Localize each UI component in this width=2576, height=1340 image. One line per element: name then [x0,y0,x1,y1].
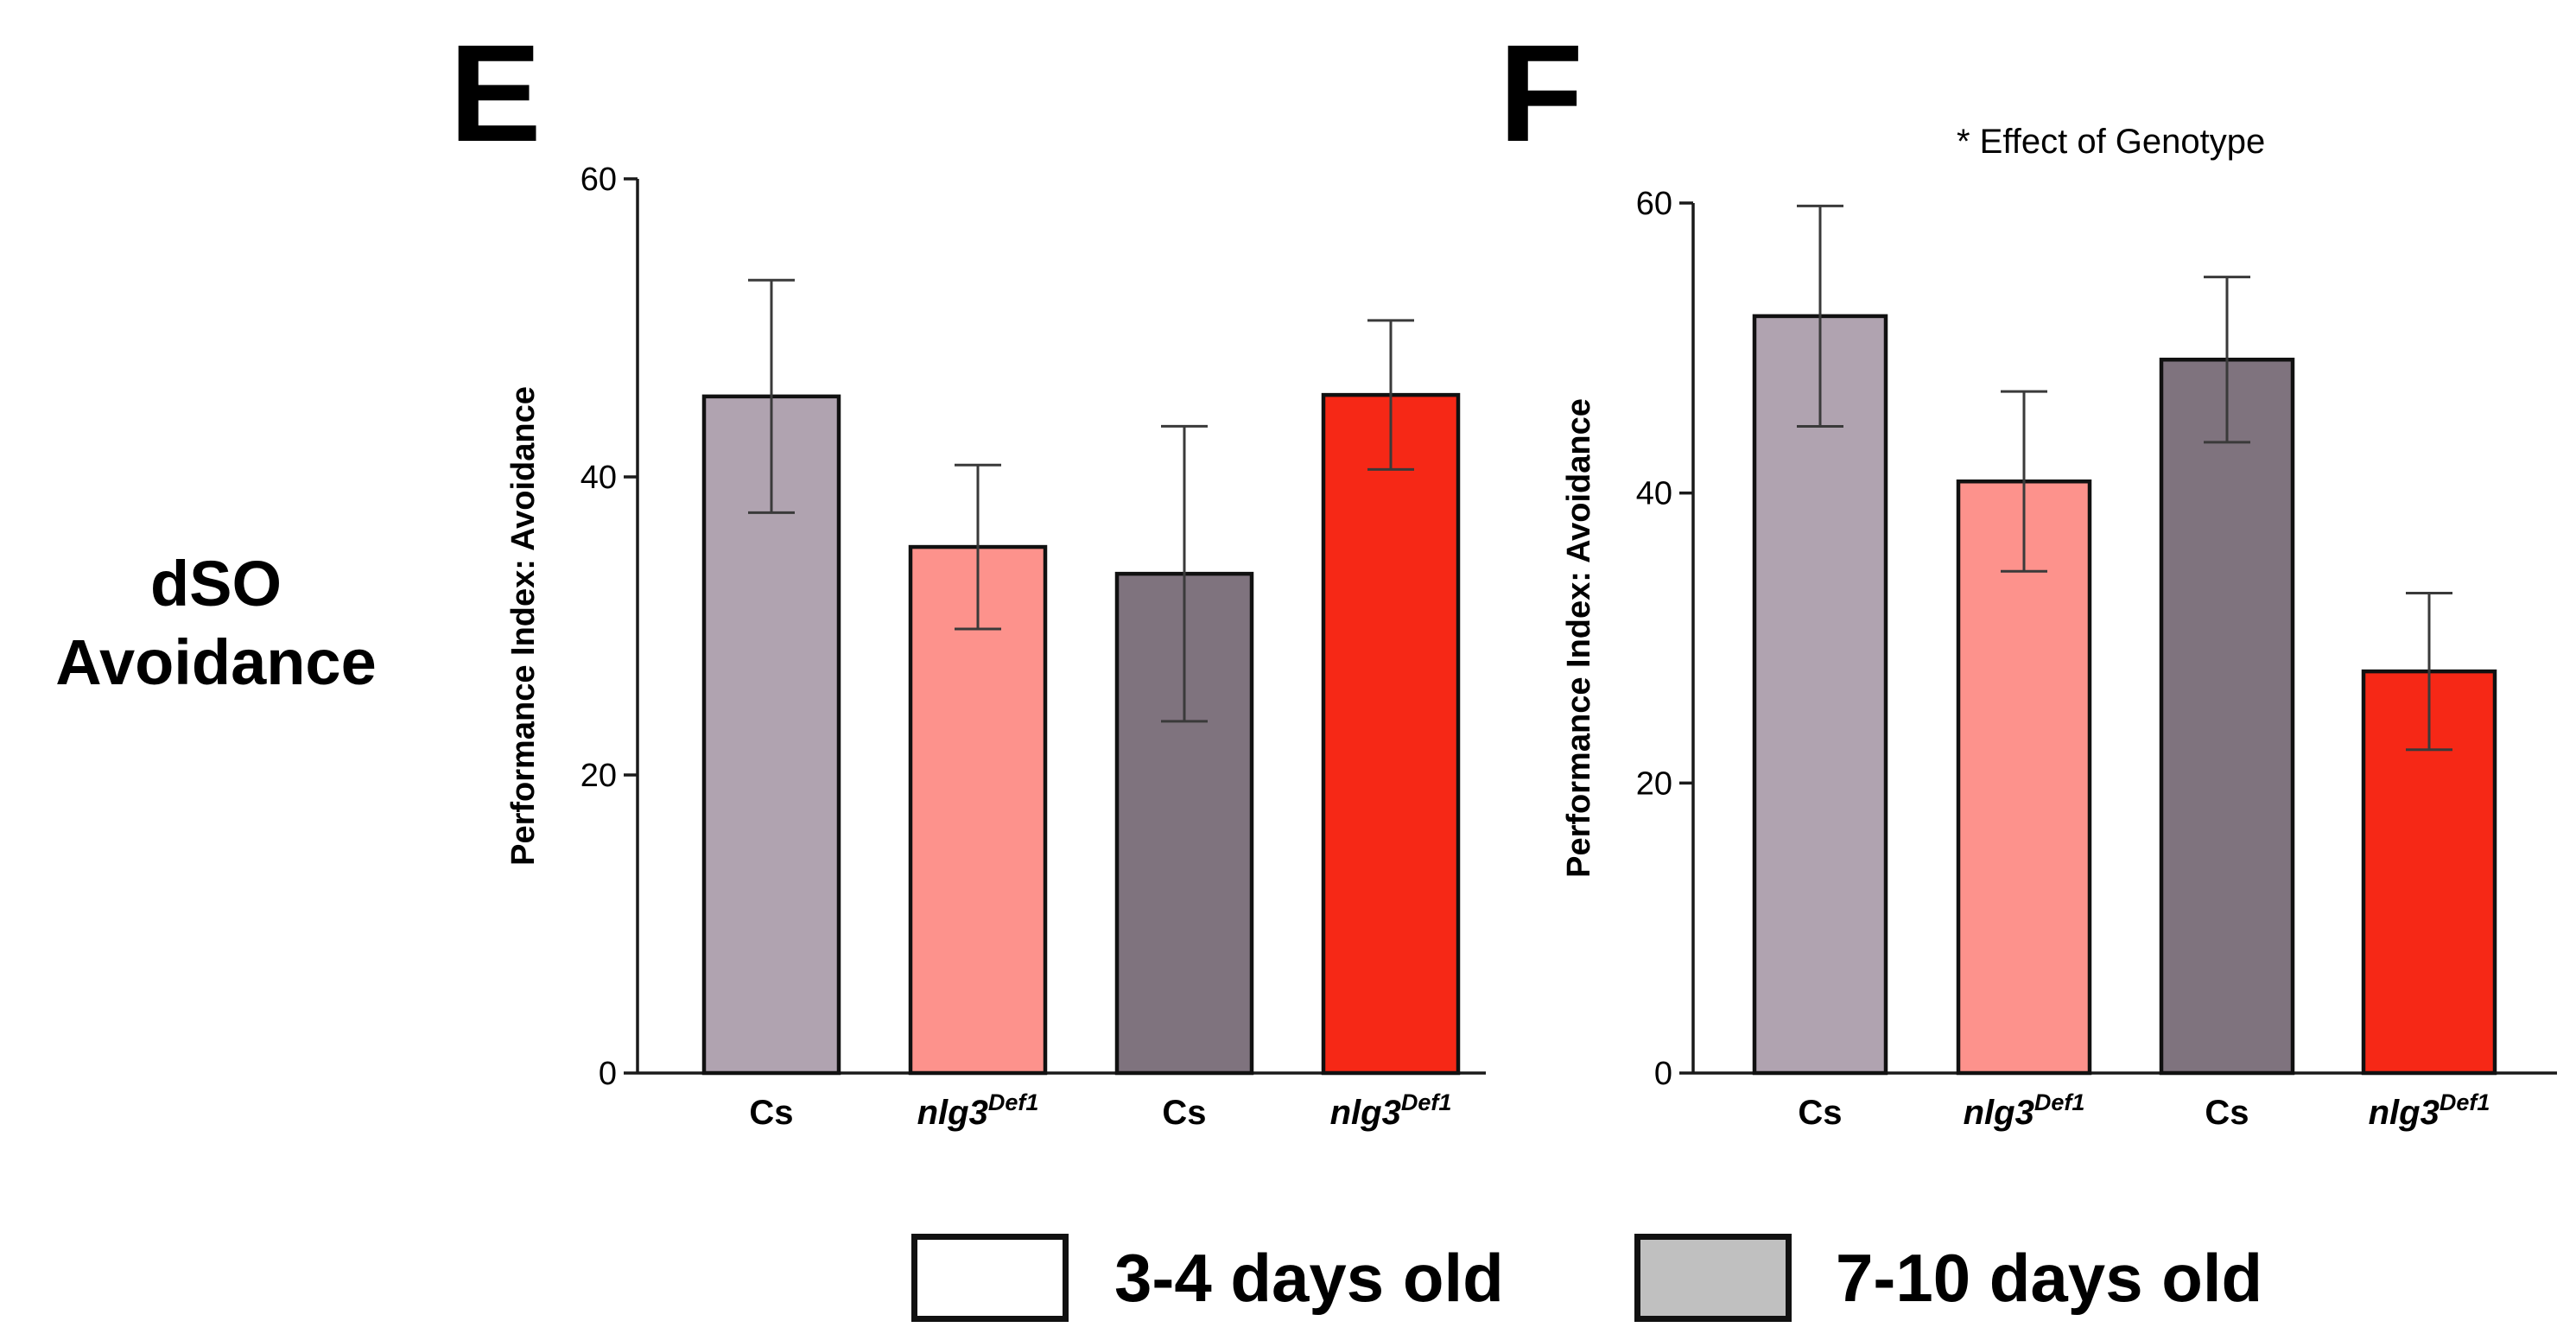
bar [1752,314,1888,1076]
panel-f-letter: F [1499,16,1583,170]
y-tick-label: 0 [599,1056,617,1092]
category-label: nlg3Def1 [917,1089,1039,1132]
category-label: Cs [1162,1094,1206,1132]
panel-f-annotation: * Effect of Genotype [1957,123,2266,161]
y-axis-label: Performance Index: Avoidance [1561,398,1597,878]
y-tick-label: 20 [1636,765,1672,802]
panel-e-letter: E [449,16,542,170]
category-label: nlg3Def1 [1964,1089,2085,1132]
category-label: Cs [749,1094,793,1132]
y-tick-label: 20 [581,758,617,794]
y-tick-label: 40 [581,460,617,496]
legend-label-young: 3-4 days old [1114,1240,1504,1316]
bar [908,544,1048,1076]
category-label: nlg3Def1 [2369,1089,2490,1132]
y-axis-label: Performance Index: Avoidance [505,386,542,866]
y-tick-label: 60 [581,162,617,198]
row-label-line2: Avoidance [55,626,377,699]
legend-swatch-young [911,1234,1069,1322]
y-tick-label: 60 [1636,186,1672,222]
row-label: dSO Avoidance [17,544,415,702]
category-label: nlg3Def1 [1330,1089,1452,1132]
category-label: Cs [2205,1094,2249,1132]
bar [701,394,841,1076]
y-tick-label: 0 [1654,1056,1672,1092]
bar [2159,358,2295,1076]
row-label-line1: dSO [149,548,282,619]
legend-label-old: 7-10 days old [1836,1240,2263,1316]
category-label: Cs [1798,1094,1842,1132]
legend-swatch-old [1634,1234,1792,1322]
y-tick-label: 40 [1636,476,1672,512]
